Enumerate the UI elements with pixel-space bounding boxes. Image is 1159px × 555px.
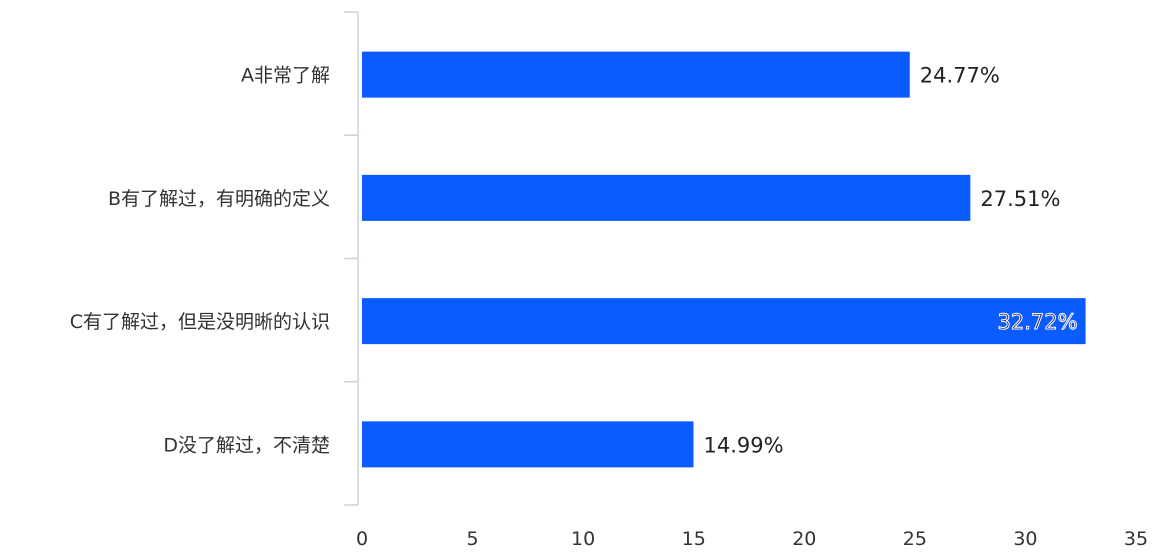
bar [362, 421, 694, 468]
axes [344, 11, 359, 506]
x-tick-label: 25 [903, 528, 927, 550]
data-labels: 24.77% 27.51% 32.72% 14.99% [703, 64, 1078, 458]
data-label: 32.72% [998, 310, 1078, 334]
bar [362, 174, 971, 221]
bars [362, 51, 1086, 468]
x-tick-label: 35 [1124, 528, 1148, 550]
x-tick-label: 5 [467, 528, 479, 550]
x-tick-label: 30 [1013, 528, 1037, 550]
category-label: A非常了解 [241, 65, 330, 87]
data-label: 14.99% [703, 433, 783, 457]
x-tick-label: 10 [571, 528, 595, 550]
category-label: D没了解过，不清楚 [163, 434, 330, 456]
x-axis-ticks: 0 5 10 15 20 25 30 35 [356, 528, 1148, 550]
x-tick-label: 20 [792, 528, 816, 550]
data-label: 24.77% [920, 64, 1000, 88]
category-label: C有了解过，但是没明晰的认识 [70, 311, 330, 333]
category-label: B有了解过，有明确的定义 [108, 188, 330, 210]
bar [362, 51, 910, 98]
x-tick-label: 15 [682, 528, 706, 550]
bar [362, 298, 1086, 345]
data-label: 27.51% [980, 187, 1060, 211]
x-tick-label: 0 [356, 528, 368, 550]
category-labels: A非常了解 B有了解过，有明确的定义 C有了解过，但是没明晰的认识 D没了解过，不清楚 [70, 65, 330, 457]
